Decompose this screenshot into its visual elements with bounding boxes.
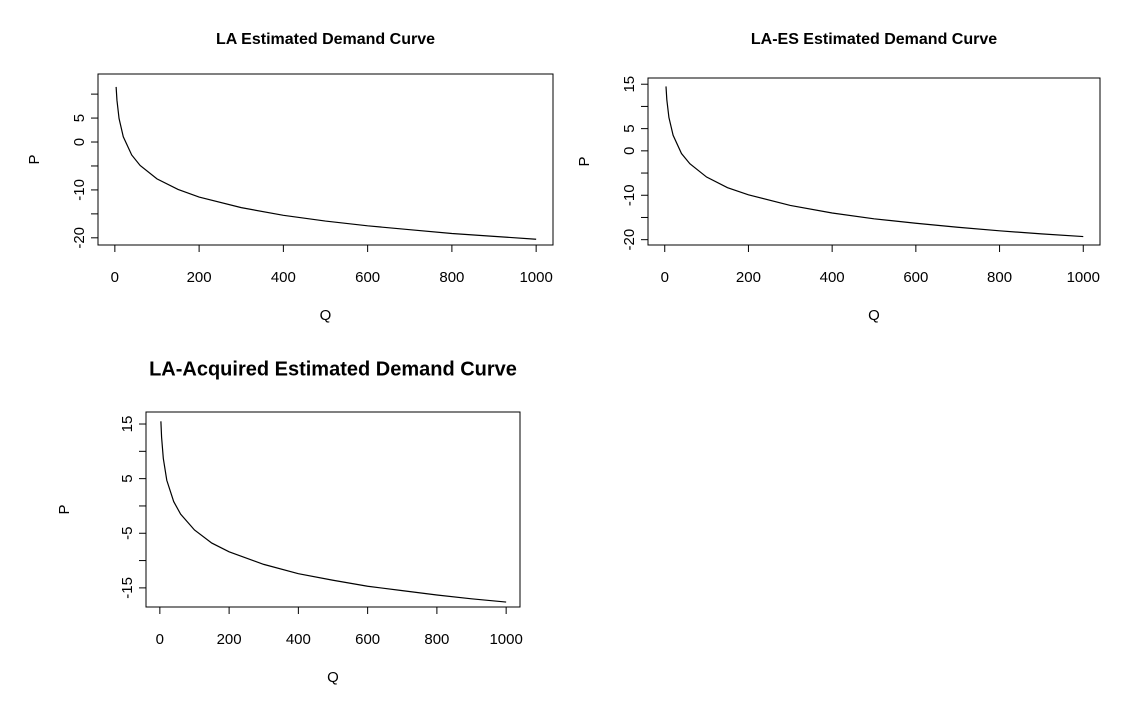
y-tick-label: 0 <box>621 147 638 155</box>
plot-box <box>647 77 1101 246</box>
x-tick-label: 400 <box>271 269 296 286</box>
x-tick-label: 200 <box>187 269 212 286</box>
y-tick-label: -10 <box>71 179 88 201</box>
plot-box <box>145 411 521 608</box>
chart-title: LA Estimated Demand Curve <box>216 31 435 48</box>
y-tick-label: -5 <box>119 527 136 540</box>
y-tick-label: -15 <box>119 577 136 599</box>
demand-curve <box>115 86 537 240</box>
demand-curve <box>665 86 1084 238</box>
y-tick-label: 5 <box>621 124 638 132</box>
y-tick-label: 5 <box>71 114 88 122</box>
demand-curve <box>160 421 507 603</box>
x-tick-label: 1000 <box>1067 269 1100 286</box>
x-axis-label: Q <box>320 307 332 324</box>
x-tick-label: 400 <box>820 269 845 286</box>
x-tick-label: 600 <box>903 269 928 286</box>
x-tick-label: 0 <box>661 269 669 286</box>
y-tick-label: 15 <box>621 76 638 93</box>
x-tick-label: 200 <box>736 269 761 286</box>
x-axis-label: Q <box>327 669 339 686</box>
x-tick-label: 800 <box>987 269 1012 286</box>
y-tick-label: 5 <box>119 474 136 482</box>
y-tick-label: -10 <box>621 184 638 206</box>
x-tick-label: 1000 <box>519 269 552 286</box>
y-tick-label: -20 <box>71 227 88 249</box>
x-tick-label: 0 <box>111 269 119 286</box>
chart-title: LA-Acquired Estimated Demand Curve <box>149 358 517 380</box>
x-tick-label: 600 <box>355 631 380 648</box>
plot-box <box>97 73 554 246</box>
x-tick-label: 200 <box>217 631 242 648</box>
y-axis-label: P <box>576 156 593 166</box>
y-tick-label: 0 <box>71 138 88 146</box>
x-tick-label: 0 <box>156 631 164 648</box>
chart-title: LA-ES Estimated Demand Curve <box>751 31 997 48</box>
y-axis-label: P <box>26 154 43 164</box>
y-axis-label: P <box>56 504 73 514</box>
y-tick-label: 15 <box>119 416 136 433</box>
x-tick-label: 1000 <box>489 631 522 648</box>
x-tick-label: 400 <box>286 631 311 648</box>
y-tick-label: -20 <box>621 229 638 251</box>
x-tick-label: 800 <box>424 631 449 648</box>
x-tick-label: 600 <box>355 269 380 286</box>
x-axis-label: Q <box>868 307 880 324</box>
x-tick-label: 800 <box>439 269 464 286</box>
